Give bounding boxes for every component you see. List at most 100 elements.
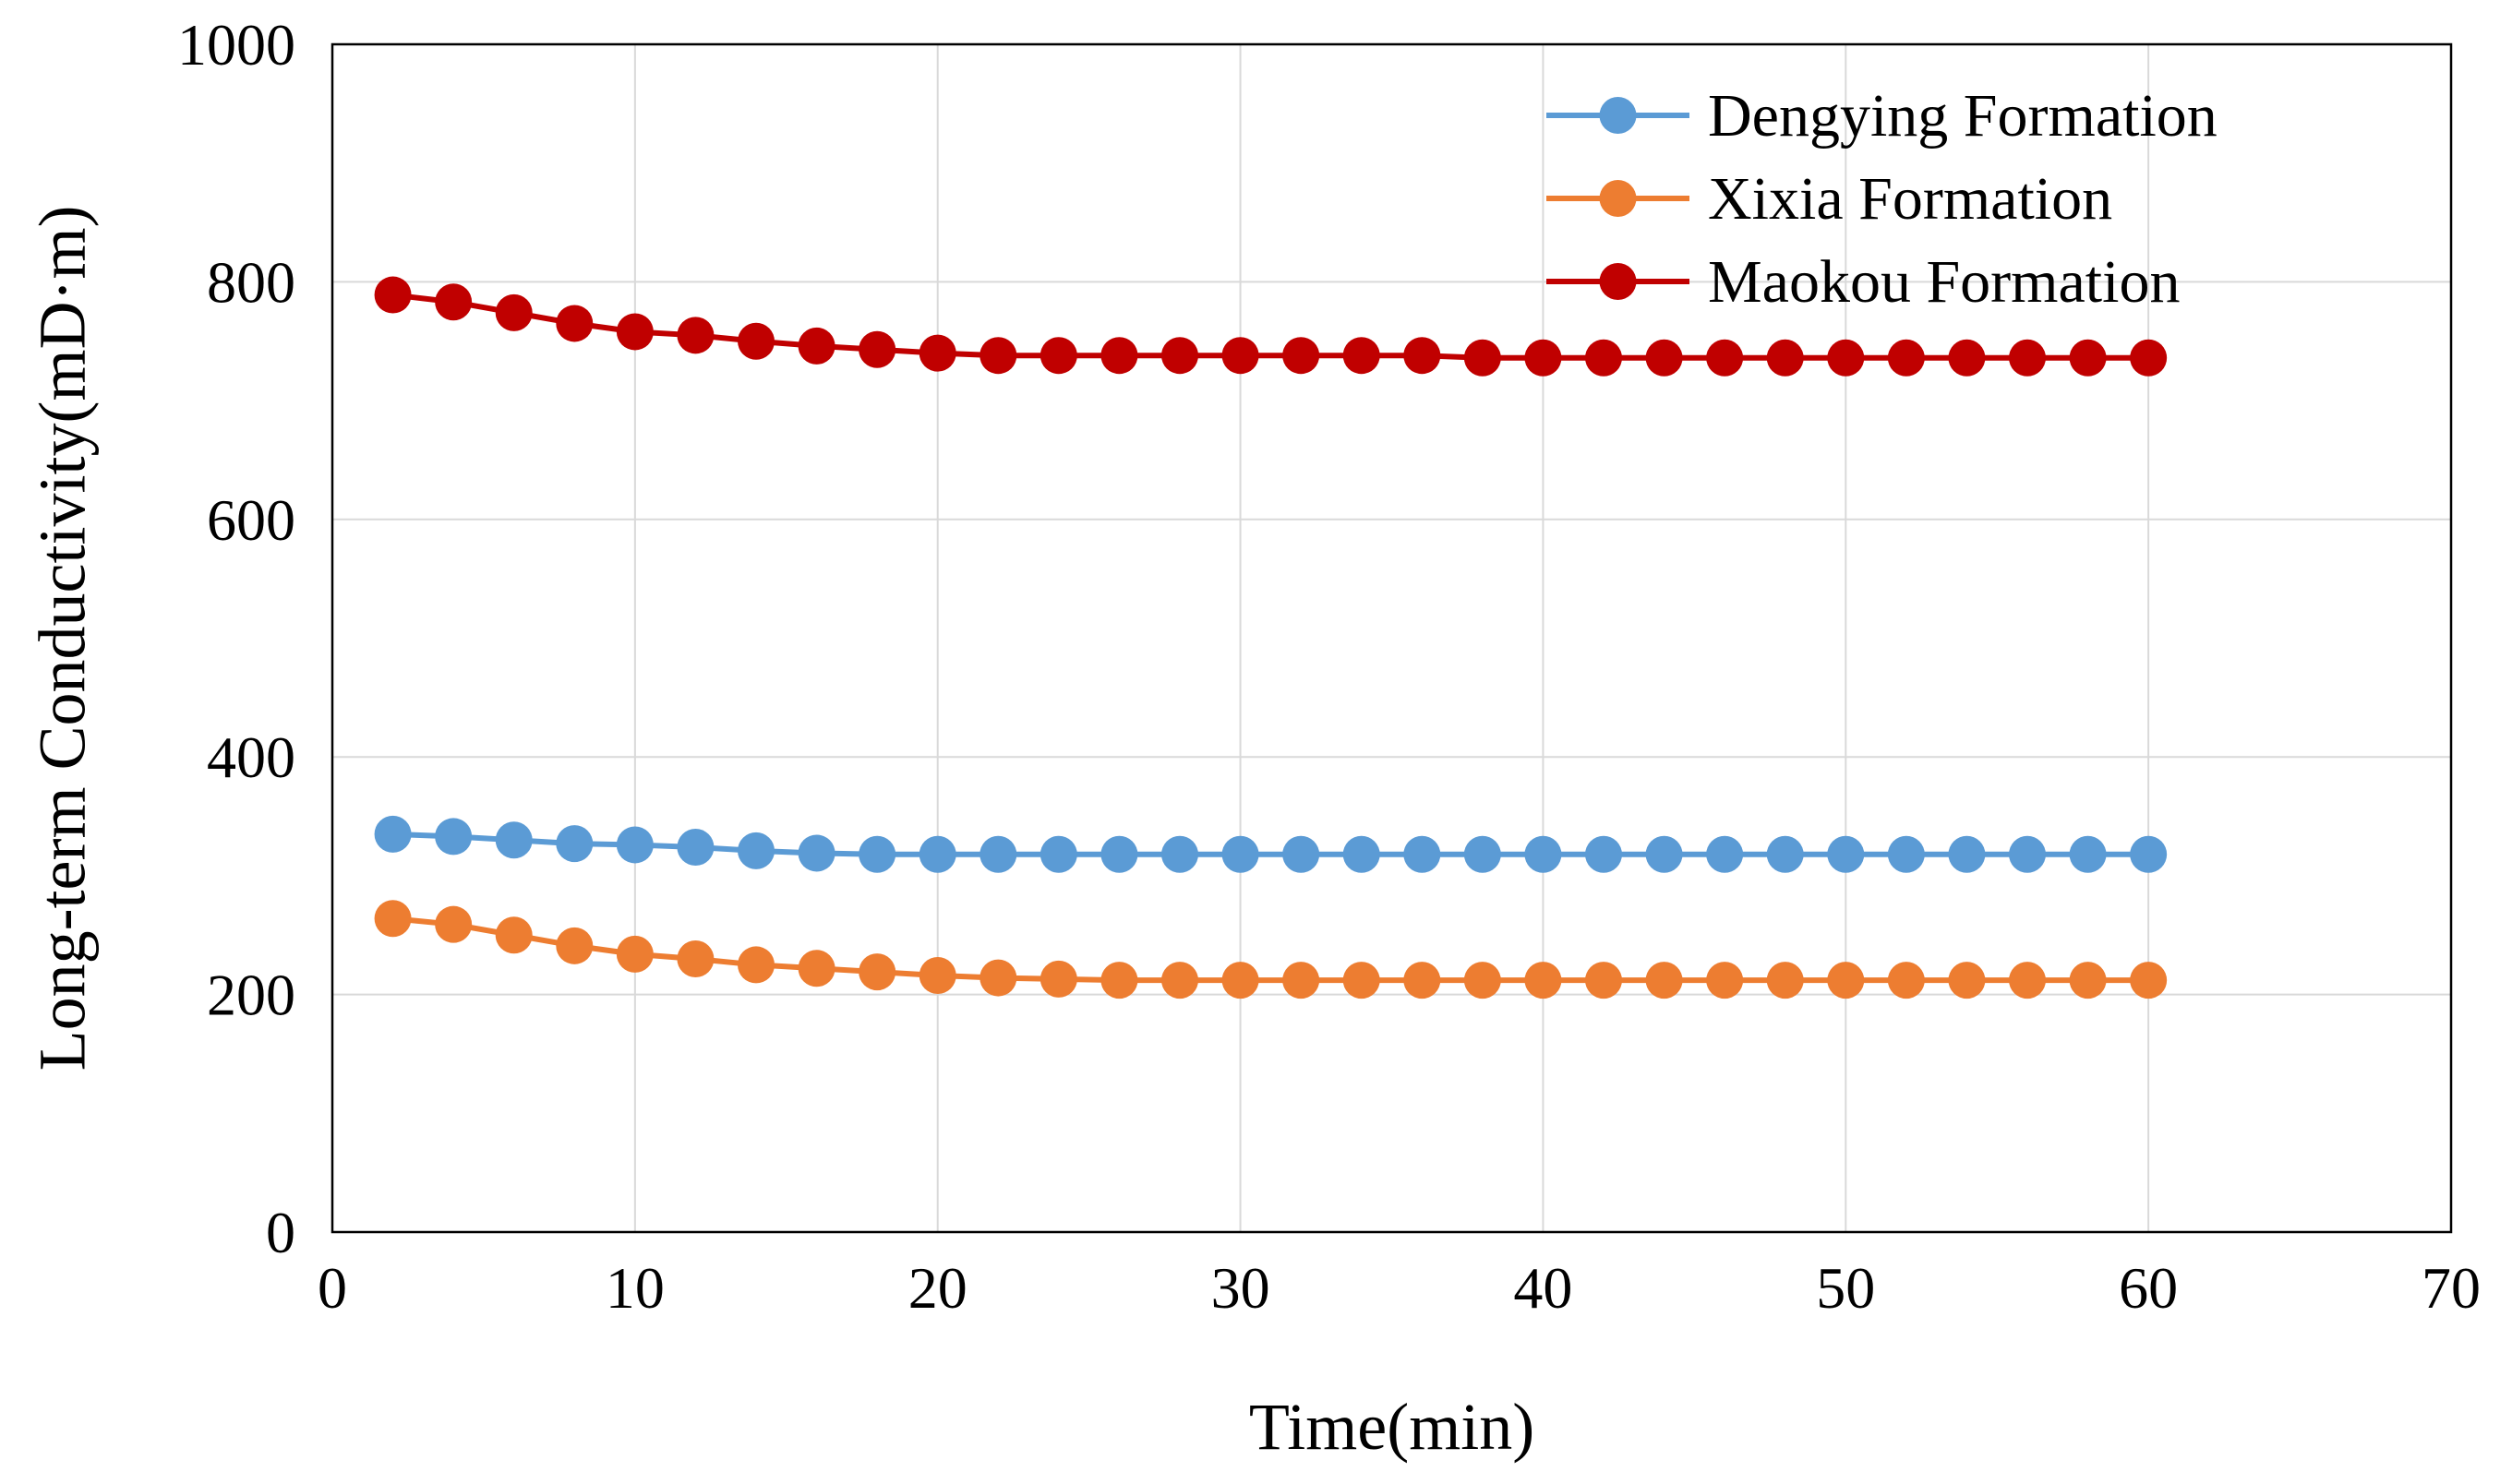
data-point bbox=[980, 835, 1017, 873]
series-line bbox=[392, 831, 2149, 857]
data-point bbox=[1463, 962, 1501, 999]
data-point bbox=[1827, 835, 1865, 873]
data-point bbox=[1040, 337, 1077, 375]
y-tick-label: 800 bbox=[207, 249, 295, 315]
data-point bbox=[1585, 339, 1622, 377]
legend-entry: Xixia Formation bbox=[1546, 165, 2112, 233]
legend-entry: Maokou Formation bbox=[1546, 248, 2180, 316]
data-point bbox=[859, 953, 896, 991]
data-point bbox=[1463, 339, 1501, 377]
data-point bbox=[1342, 962, 1380, 999]
data-point bbox=[435, 283, 473, 321]
data-point bbox=[556, 825, 594, 863]
data-point bbox=[1948, 339, 1986, 377]
data-point bbox=[798, 327, 835, 365]
data-point bbox=[1887, 339, 1925, 377]
data-point bbox=[2009, 835, 2046, 873]
y-tick-label: 1000 bbox=[177, 12, 295, 78]
data-point bbox=[1221, 835, 1259, 873]
data-point bbox=[2130, 339, 2168, 377]
data-point bbox=[1645, 962, 1683, 999]
series-maokou-formation bbox=[374, 276, 2168, 377]
data-point bbox=[495, 916, 533, 954]
y-tick-label: 0 bbox=[266, 1200, 295, 1265]
data-point bbox=[677, 317, 715, 354]
series-dengying-formation bbox=[374, 815, 2168, 873]
series-line bbox=[392, 916, 2149, 984]
data-point bbox=[1342, 835, 1380, 873]
data-point bbox=[738, 946, 775, 984]
data-point bbox=[1403, 835, 1441, 873]
data-point bbox=[1040, 960, 1077, 998]
data-point bbox=[616, 826, 654, 864]
data-point bbox=[556, 305, 594, 342]
data-point bbox=[374, 815, 412, 853]
data-point bbox=[435, 905, 473, 943]
data-point bbox=[2009, 339, 2046, 377]
series-layer bbox=[374, 276, 2168, 999]
data-point bbox=[1282, 337, 1320, 375]
axes-layer bbox=[331, 42, 2453, 1234]
data-point bbox=[1161, 337, 1198, 375]
grid-layer bbox=[332, 44, 2451, 1232]
legend-marker bbox=[1599, 97, 1637, 134]
data-point bbox=[2069, 339, 2107, 377]
y-tick-label: 200 bbox=[207, 963, 295, 1028]
data-point bbox=[1827, 962, 1865, 999]
data-point bbox=[1948, 835, 1986, 873]
data-point bbox=[677, 939, 715, 977]
x-tick-label: 50 bbox=[1816, 1255, 1875, 1321]
data-point bbox=[1706, 835, 1744, 873]
data-point bbox=[1524, 962, 1562, 999]
data-point bbox=[2130, 962, 2168, 999]
data-point bbox=[1403, 962, 1441, 999]
data-point bbox=[435, 818, 473, 856]
legend: Dengying Formation Xixia Formation Maokou … bbox=[1546, 82, 2218, 316]
plot-frame bbox=[331, 42, 2453, 1234]
data-point bbox=[1463, 835, 1501, 873]
data-point bbox=[859, 330, 896, 368]
data-point bbox=[798, 834, 835, 872]
legend-entry: Dengying Formation bbox=[1546, 82, 2218, 150]
data-point bbox=[1645, 339, 1683, 377]
legend-label: Dengying Formation bbox=[1708, 82, 2218, 150]
x-axis-title: Time(min) bbox=[1249, 1390, 1534, 1464]
data-point bbox=[738, 832, 775, 869]
data-point bbox=[1100, 962, 1138, 999]
data-point bbox=[2009, 962, 2046, 999]
data-point bbox=[1403, 337, 1441, 375]
legend-label: Xixia Formation bbox=[1708, 165, 2112, 233]
data-point bbox=[1766, 962, 1804, 999]
series-xixia-formation bbox=[374, 900, 2168, 999]
data-point bbox=[1161, 835, 1198, 873]
data-point bbox=[1040, 835, 1077, 873]
x-tick-label: 20 bbox=[908, 1255, 968, 1321]
data-point bbox=[1524, 339, 1562, 377]
data-point bbox=[1766, 835, 1804, 873]
ticks-layer: 0 10 20 30 40 50 60 70 0 200 400 600 800 1000 bbox=[177, 12, 2481, 1321]
data-point bbox=[1706, 962, 1744, 999]
legend-marker bbox=[1599, 180, 1637, 217]
data-point bbox=[616, 313, 654, 351]
data-point bbox=[2069, 962, 2107, 999]
data-point bbox=[1221, 337, 1259, 375]
data-point bbox=[919, 334, 956, 372]
data-point bbox=[1827, 339, 1865, 377]
x-tick-label: 60 bbox=[2119, 1255, 2178, 1321]
data-point bbox=[1585, 835, 1622, 873]
x-tick-label: 0 bbox=[318, 1255, 347, 1321]
x-tick-label: 70 bbox=[2422, 1255, 2481, 1321]
data-point bbox=[1948, 962, 1986, 999]
data-point bbox=[1100, 835, 1138, 873]
data-point bbox=[1282, 835, 1320, 873]
data-point bbox=[616, 935, 654, 973]
data-point bbox=[2069, 835, 2107, 873]
data-point bbox=[1887, 835, 1925, 873]
y-tick-label: 400 bbox=[207, 724, 295, 790]
data-point bbox=[495, 293, 533, 331]
y-axis-title: Long-term Conductivity(mD·m) bbox=[26, 206, 100, 1071]
data-point bbox=[798, 950, 835, 987]
data-point bbox=[738, 322, 775, 360]
y-tick-label: 600 bbox=[207, 487, 295, 553]
